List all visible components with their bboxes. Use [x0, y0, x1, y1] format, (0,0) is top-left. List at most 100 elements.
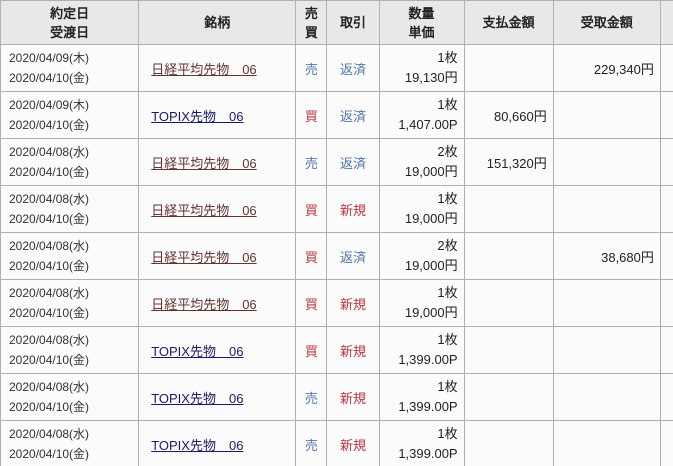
receipt-amount-cell: 229,340円 [553, 45, 660, 91]
symbol-link[interactable]: 日経平均先物 06 [151, 296, 257, 312]
contract-date: 2020/04/08(水) [9, 239, 90, 253]
delivery-date: 2020/04/10(金) [9, 306, 90, 320]
contract-delivery-dates: 2020/04/08(水) 2020/04/10(金) [1, 327, 139, 373]
buy-sell-cell: 買 [296, 280, 327, 326]
trade-type-cell: 返済 [327, 233, 379, 279]
trade-type-label: 返済 [339, 249, 366, 265]
symbol-cell: TOPIX先物 06 [139, 327, 296, 373]
buy-sell-label: 買 [304, 249, 318, 265]
header-payment: 支払金額 [464, 1, 553, 44]
symbol-cell: 日経平均先物 06 [139, 233, 296, 279]
payment-amount-cell [464, 233, 553, 279]
symbol-cell: TOPIX先物 06 [139, 374, 296, 420]
contract-date: 2020/04/08(水) [9, 145, 90, 159]
unit-price-value: 19,000円 [404, 258, 458, 273]
symbol-link[interactable]: 日経平均先物 06 [151, 249, 257, 265]
table-row: 2020/04/09(木) 2020/04/10(金) TOPIX先物 06 買… [1, 92, 673, 138]
trade-type-label: 新規 [339, 202, 366, 218]
table-row: 2020/04/08(水) 2020/04/10(金) 日経平均先物 06 買 … [1, 186, 673, 232]
quantity-value: 1枚 [437, 97, 458, 112]
buy-sell-cell: 買 [296, 92, 327, 138]
table-row: 2020/04/08(水) 2020/04/10(金) TOPIX先物 06 売… [1, 374, 673, 420]
contract-delivery-dates: 2020/04/08(水) 2020/04/10(金) [1, 186, 139, 232]
payment-amount-cell: 151,320円 [464, 139, 553, 185]
table-row: 2020/04/08(水) 2020/04/10(金) 日経平均先物 06 買 … [1, 280, 673, 326]
payment-amount-cell: 80,660円 [464, 92, 553, 138]
delivery-date: 2020/04/10(金) [9, 71, 90, 85]
header-quantity-line1: 数量 [408, 5, 435, 21]
header-trade: 取引 [327, 1, 379, 44]
header-side-line2: 買 [304, 24, 318, 40]
buy-sell-cell: 売 [296, 139, 327, 185]
symbol-cell: TOPIX先物 06 [139, 92, 296, 138]
header-quantity-line2: 単価 [408, 24, 435, 40]
quantity-price-cell: 2枚 19,000円 [379, 139, 464, 185]
contract-date: 2020/04/08(水) [9, 192, 90, 206]
quantity-price-cell: 1枚 19,000円 [379, 186, 464, 232]
delivery-date: 2020/04/10(金) [9, 165, 90, 179]
quantity-value: 1枚 [437, 50, 458, 65]
receipt-amount-cell [553, 186, 660, 232]
unit-price-value: 19,000円 [404, 164, 458, 179]
payment-amount-cell [464, 421, 553, 466]
header-quantity: 数量 単価 [379, 1, 464, 44]
header-date-line1: 約定日 [50, 5, 90, 21]
contract-date: 2020/04/09(木) [9, 98, 90, 112]
delivery-date: 2020/04/10(金) [9, 212, 90, 226]
contract-delivery-dates: 2020/04/09(木) 2020/04/10(金) [1, 92, 139, 138]
buy-sell-label: 売 [304, 437, 318, 453]
symbol-cell: TOPIX先物 06 [139, 421, 296, 466]
quantity-price-cell: 1枚 1,407.00P [379, 92, 464, 138]
receipt-amount-cell [553, 421, 660, 466]
payment-amount-cell [464, 280, 553, 326]
extra-clipped-cell [660, 421, 673, 466]
symbol-link[interactable]: 日経平均先物 06 [151, 202, 257, 218]
symbol-link[interactable]: TOPIX先物 06 [151, 108, 244, 124]
unit-price-value: 19,130円 [404, 70, 458, 85]
buy-sell-label: 売 [304, 155, 318, 171]
table-row: 2020/04/08(水) 2020/04/10(金) 日経平均先物 06 売 … [1, 139, 673, 185]
quantity-price-cell: 1枚 1,399.00P [379, 421, 464, 466]
trade-type-cell: 新規 [327, 421, 379, 466]
unit-price-value: 19,000円 [404, 305, 458, 320]
contract-delivery-dates: 2020/04/08(水) 2020/04/10(金) [1, 421, 139, 466]
trade-type-cell: 新規 [327, 280, 379, 326]
symbol-link[interactable]: TOPIX先物 06 [151, 437, 244, 453]
buy-sell-cell: 買 [296, 233, 327, 279]
trade-type-label: 新規 [339, 296, 366, 312]
header-row: 約定日 受渡日 銘柄 売 買 取引 数量 単価 支払金額 受取金額 [1, 1, 673, 44]
quantity-value: 1枚 [437, 285, 458, 300]
delivery-date: 2020/04/10(金) [9, 259, 90, 273]
header-side: 売 買 [296, 1, 327, 44]
trade-type-cell: 返済 [327, 92, 379, 138]
quantity-price-cell: 1枚 1,399.00P [379, 374, 464, 420]
buy-sell-label: 買 [304, 108, 318, 124]
table-row: 2020/04/08(水) 2020/04/10(金) 日経平均先物 06 買 … [1, 233, 673, 279]
symbol-link[interactable]: 日経平均先物 06 [151, 155, 257, 171]
symbol-link[interactable]: 日経平均先物 06 [151, 61, 257, 77]
buy-sell-label: 買 [304, 296, 318, 312]
contract-delivery-dates: 2020/04/08(水) 2020/04/10(金) [1, 233, 139, 279]
quantity-value: 1枚 [437, 191, 458, 206]
receipt-amount-cell [553, 139, 660, 185]
trade-type-label: 新規 [339, 390, 366, 406]
buy-sell-cell: 売 [296, 45, 327, 91]
trade-type-label: 新規 [339, 437, 366, 453]
header-date-line2: 受渡日 [50, 24, 90, 40]
payment-amount-cell [464, 327, 553, 373]
header-receipt: 受取金額 [553, 1, 660, 44]
extra-clipped-cell [660, 45, 673, 91]
receipt-amount-cell [553, 374, 660, 420]
symbol-cell: 日経平均先物 06 [139, 186, 296, 232]
symbol-cell: 日経平均先物 06 [139, 280, 296, 326]
symbol-link[interactable]: TOPIX先物 06 [151, 390, 244, 406]
unit-price-value: 1,399.00P [398, 446, 458, 461]
trade-type-cell: 新規 [327, 327, 379, 373]
symbol-cell: 日経平均先物 06 [139, 45, 296, 91]
symbol-link[interactable]: TOPIX先物 06 [151, 343, 244, 359]
payment-amount-cell [464, 186, 553, 232]
buy-sell-cell: 買 [296, 327, 327, 373]
payment-amount-cell [464, 45, 553, 91]
